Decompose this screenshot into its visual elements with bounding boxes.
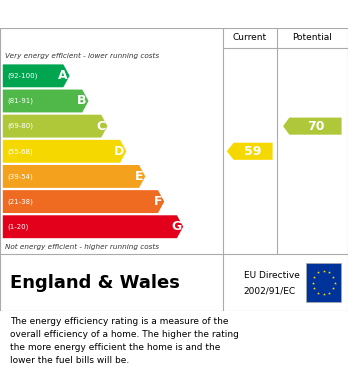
Text: 59: 59 [245,145,262,158]
Polygon shape [227,143,272,160]
Text: A: A [58,69,68,83]
Bar [306,262,341,303]
Text: (21-38): (21-38) [7,198,33,205]
Text: Potential: Potential [292,34,332,43]
Text: (92-100): (92-100) [7,73,37,79]
Text: The energy efficiency rating is a measure of the
overall efficiency of a home. T: The energy efficiency rating is a measur… [10,317,239,365]
Text: E: E [135,170,143,183]
Polygon shape [283,118,342,135]
Text: G: G [171,220,181,233]
Text: (69-80): (69-80) [7,123,33,129]
Text: (81-91): (81-91) [7,98,33,104]
Text: EU Directive: EU Directive [244,271,300,280]
Polygon shape [3,140,126,163]
Polygon shape [3,115,108,138]
Text: 70: 70 [307,120,325,133]
Text: 2002/91/EC: 2002/91/EC [244,287,296,296]
Text: F: F [154,195,163,208]
Polygon shape [3,165,145,188]
Text: Energy Efficiency Rating: Energy Efficiency Rating [10,7,220,22]
Text: (39-54): (39-54) [7,173,33,180]
Text: Current: Current [232,34,267,43]
Polygon shape [3,90,88,113]
Text: B: B [77,95,87,108]
Text: (55-68): (55-68) [7,148,33,154]
Polygon shape [3,215,183,238]
Text: C: C [96,120,105,133]
Polygon shape [3,190,164,213]
Text: England & Wales: England & Wales [10,273,180,292]
Text: (1-20): (1-20) [7,224,28,230]
Text: Very energy efficient - lower running costs: Very energy efficient - lower running co… [5,52,159,59]
Polygon shape [3,65,70,87]
Text: D: D [114,145,125,158]
Text: Not energy efficient - higher running costs: Not energy efficient - higher running co… [5,244,159,250]
